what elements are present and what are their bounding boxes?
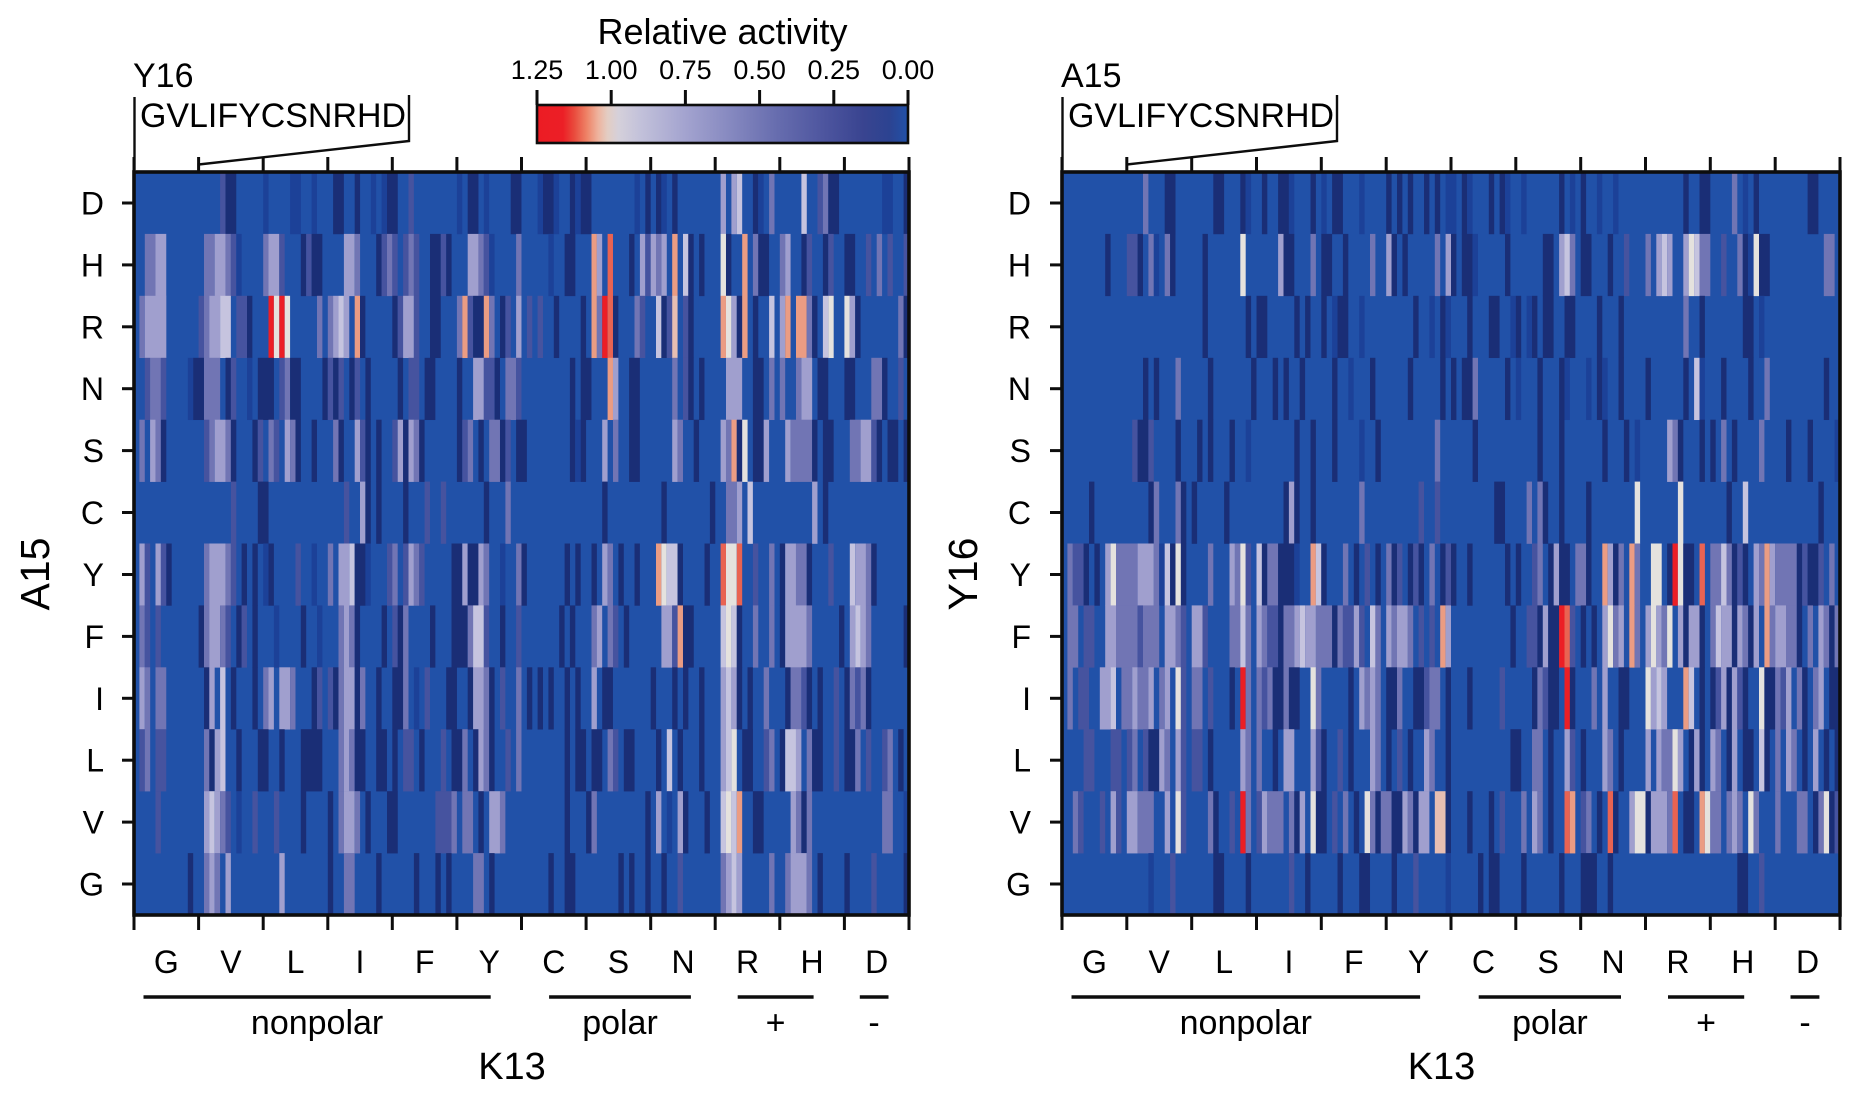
- svg-text:S: S: [608, 944, 629, 980]
- svg-text:Y16: Y16: [133, 57, 194, 95]
- svg-text:nonpolar: nonpolar: [1180, 1004, 1312, 1042]
- svg-text:L: L: [1013, 743, 1031, 779]
- svg-text:R: R: [81, 309, 104, 345]
- svg-text:D: D: [81, 186, 104, 222]
- svg-text:N: N: [1602, 944, 1625, 980]
- svg-text:H: H: [81, 247, 104, 283]
- svg-text:N: N: [81, 371, 104, 407]
- svg-text:Y: Y: [479, 944, 500, 980]
- svg-text:+: +: [1696, 1004, 1716, 1042]
- svg-text:K13: K13: [1408, 1046, 1476, 1088]
- svg-text:Y: Y: [83, 557, 104, 593]
- svg-text:GVLIFYCSNRHD: GVLIFYCSNRHD: [140, 97, 406, 135]
- svg-text:D: D: [865, 944, 888, 980]
- svg-text:C: C: [1008, 495, 1031, 531]
- svg-text:R: R: [736, 944, 759, 980]
- svg-text:1.25: 1.25: [511, 55, 564, 85]
- svg-text:F: F: [84, 619, 104, 655]
- svg-text:GVLIFYCSNRHD: GVLIFYCSNRHD: [1068, 97, 1334, 135]
- svg-text:D: D: [1008, 186, 1031, 222]
- svg-text:Y: Y: [1010, 557, 1031, 593]
- svg-text:G: G: [79, 867, 104, 903]
- svg-text:V: V: [1149, 944, 1171, 980]
- svg-text:H: H: [801, 944, 824, 980]
- svg-text:A15: A15: [1061, 57, 1122, 95]
- svg-text:I: I: [356, 944, 365, 980]
- svg-text:S: S: [83, 433, 104, 469]
- svg-text:-: -: [868, 1004, 879, 1042]
- svg-text:-: -: [1799, 1004, 1810, 1042]
- svg-text:polar: polar: [582, 1004, 658, 1042]
- svg-text:L: L: [1215, 944, 1233, 980]
- svg-text:nonpolar: nonpolar: [251, 1004, 383, 1042]
- svg-text:V: V: [220, 944, 242, 980]
- svg-text:I: I: [1022, 681, 1031, 717]
- svg-text:Relative activity: Relative activity: [597, 11, 847, 52]
- svg-text:+: +: [766, 1004, 786, 1042]
- svg-text:F: F: [1011, 619, 1031, 655]
- svg-text:S: S: [1010, 433, 1031, 469]
- svg-text:K13: K13: [478, 1046, 546, 1088]
- svg-text:S: S: [1538, 944, 1559, 980]
- svg-text:G: G: [1082, 944, 1107, 980]
- svg-text:0.50: 0.50: [733, 55, 786, 85]
- svg-text:C: C: [542, 944, 565, 980]
- svg-text:0.00: 0.00: [882, 55, 935, 85]
- svg-text:G: G: [1006, 867, 1031, 903]
- svg-text:V: V: [1010, 805, 1032, 841]
- svg-text:G: G: [154, 944, 179, 980]
- svg-text:N: N: [671, 944, 694, 980]
- svg-text:D: D: [1796, 944, 1819, 980]
- svg-text:A15: A15: [12, 538, 58, 611]
- svg-text:I: I: [1284, 944, 1293, 980]
- svg-text:R: R: [1666, 944, 1689, 980]
- svg-text:Y: Y: [1408, 944, 1429, 980]
- svg-text:0.25: 0.25: [808, 55, 861, 85]
- svg-text:C: C: [1472, 944, 1495, 980]
- svg-text:0.75: 0.75: [659, 55, 712, 85]
- svg-text:N: N: [1008, 371, 1031, 407]
- svg-text:L: L: [86, 743, 104, 779]
- svg-text:F: F: [1344, 944, 1364, 980]
- svg-text:polar: polar: [1512, 1004, 1588, 1042]
- svg-text:1.00: 1.00: [585, 55, 638, 85]
- svg-text:I: I: [95, 681, 104, 717]
- svg-text:L: L: [287, 944, 305, 980]
- svg-text:V: V: [83, 805, 105, 841]
- svg-text:F: F: [415, 944, 435, 980]
- svg-text:Y16: Y16: [940, 538, 986, 611]
- svg-text:C: C: [81, 495, 104, 531]
- svg-text:H: H: [1731, 944, 1754, 980]
- svg-text:H: H: [1008, 247, 1031, 283]
- svg-text:R: R: [1008, 309, 1031, 345]
